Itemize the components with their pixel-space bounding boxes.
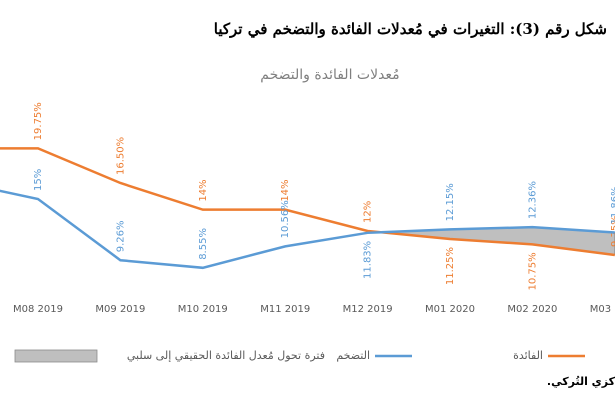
data-label: 12% [363,201,374,223]
data-label: 15% [33,169,44,191]
series-line [0,147,615,257]
x-tick-label: M02 2020 [507,304,557,315]
chart-title: مُعدلات الفائدة والتضخم [260,67,399,83]
plot-area: M08 2019 M09 2019 M10 2019 M11 2019 M12 2019… [0,102,615,315]
data-label: 11.83% [363,241,374,279]
legend-label: فترة تحول مُعدل الفائدة الحقيقي إلى سلبي [127,349,325,362]
x-tick-label: M10 2019 [178,304,228,315]
data-label: 11.25% [445,247,456,285]
legend-swatch [14,349,98,363]
x-tick-label: M11 2019 [260,304,310,315]
x-tick-label: M01 2020 [425,304,475,315]
data-label: 16.50% [115,137,126,175]
x-tick-label: M03 2020 [590,304,615,315]
data-label: 12.15% [445,183,456,221]
legend-label: التضخم [336,349,370,362]
page-title: شكل رقم (3): التغيرات في مُعدلات الفائدة… [214,20,607,39]
data-label: 14% [198,179,209,201]
series-line [0,189,615,270]
legend-label: الفائدة [513,349,543,362]
data-label: 9.26% [115,220,126,252]
data-label: 19.75% [33,102,44,140]
x-tick-label: M09 2019 [95,304,145,315]
data-label: 8.55% [198,228,209,260]
data-label: 10.56% [280,200,291,238]
data-label: 12.36% [527,181,538,219]
data-label: 10.75% [527,252,538,290]
source-note: كزي التُركي. [547,375,615,388]
x-tick-label: M12 2019 [343,304,393,315]
data-label: 14% [280,179,291,201]
legend: الفائدة التضخم فترة تحول مُعدل الفائدة الح… [14,349,585,363]
x-tick-label: M08 2019 [13,304,63,315]
data-label: 11.86% [610,186,615,224]
